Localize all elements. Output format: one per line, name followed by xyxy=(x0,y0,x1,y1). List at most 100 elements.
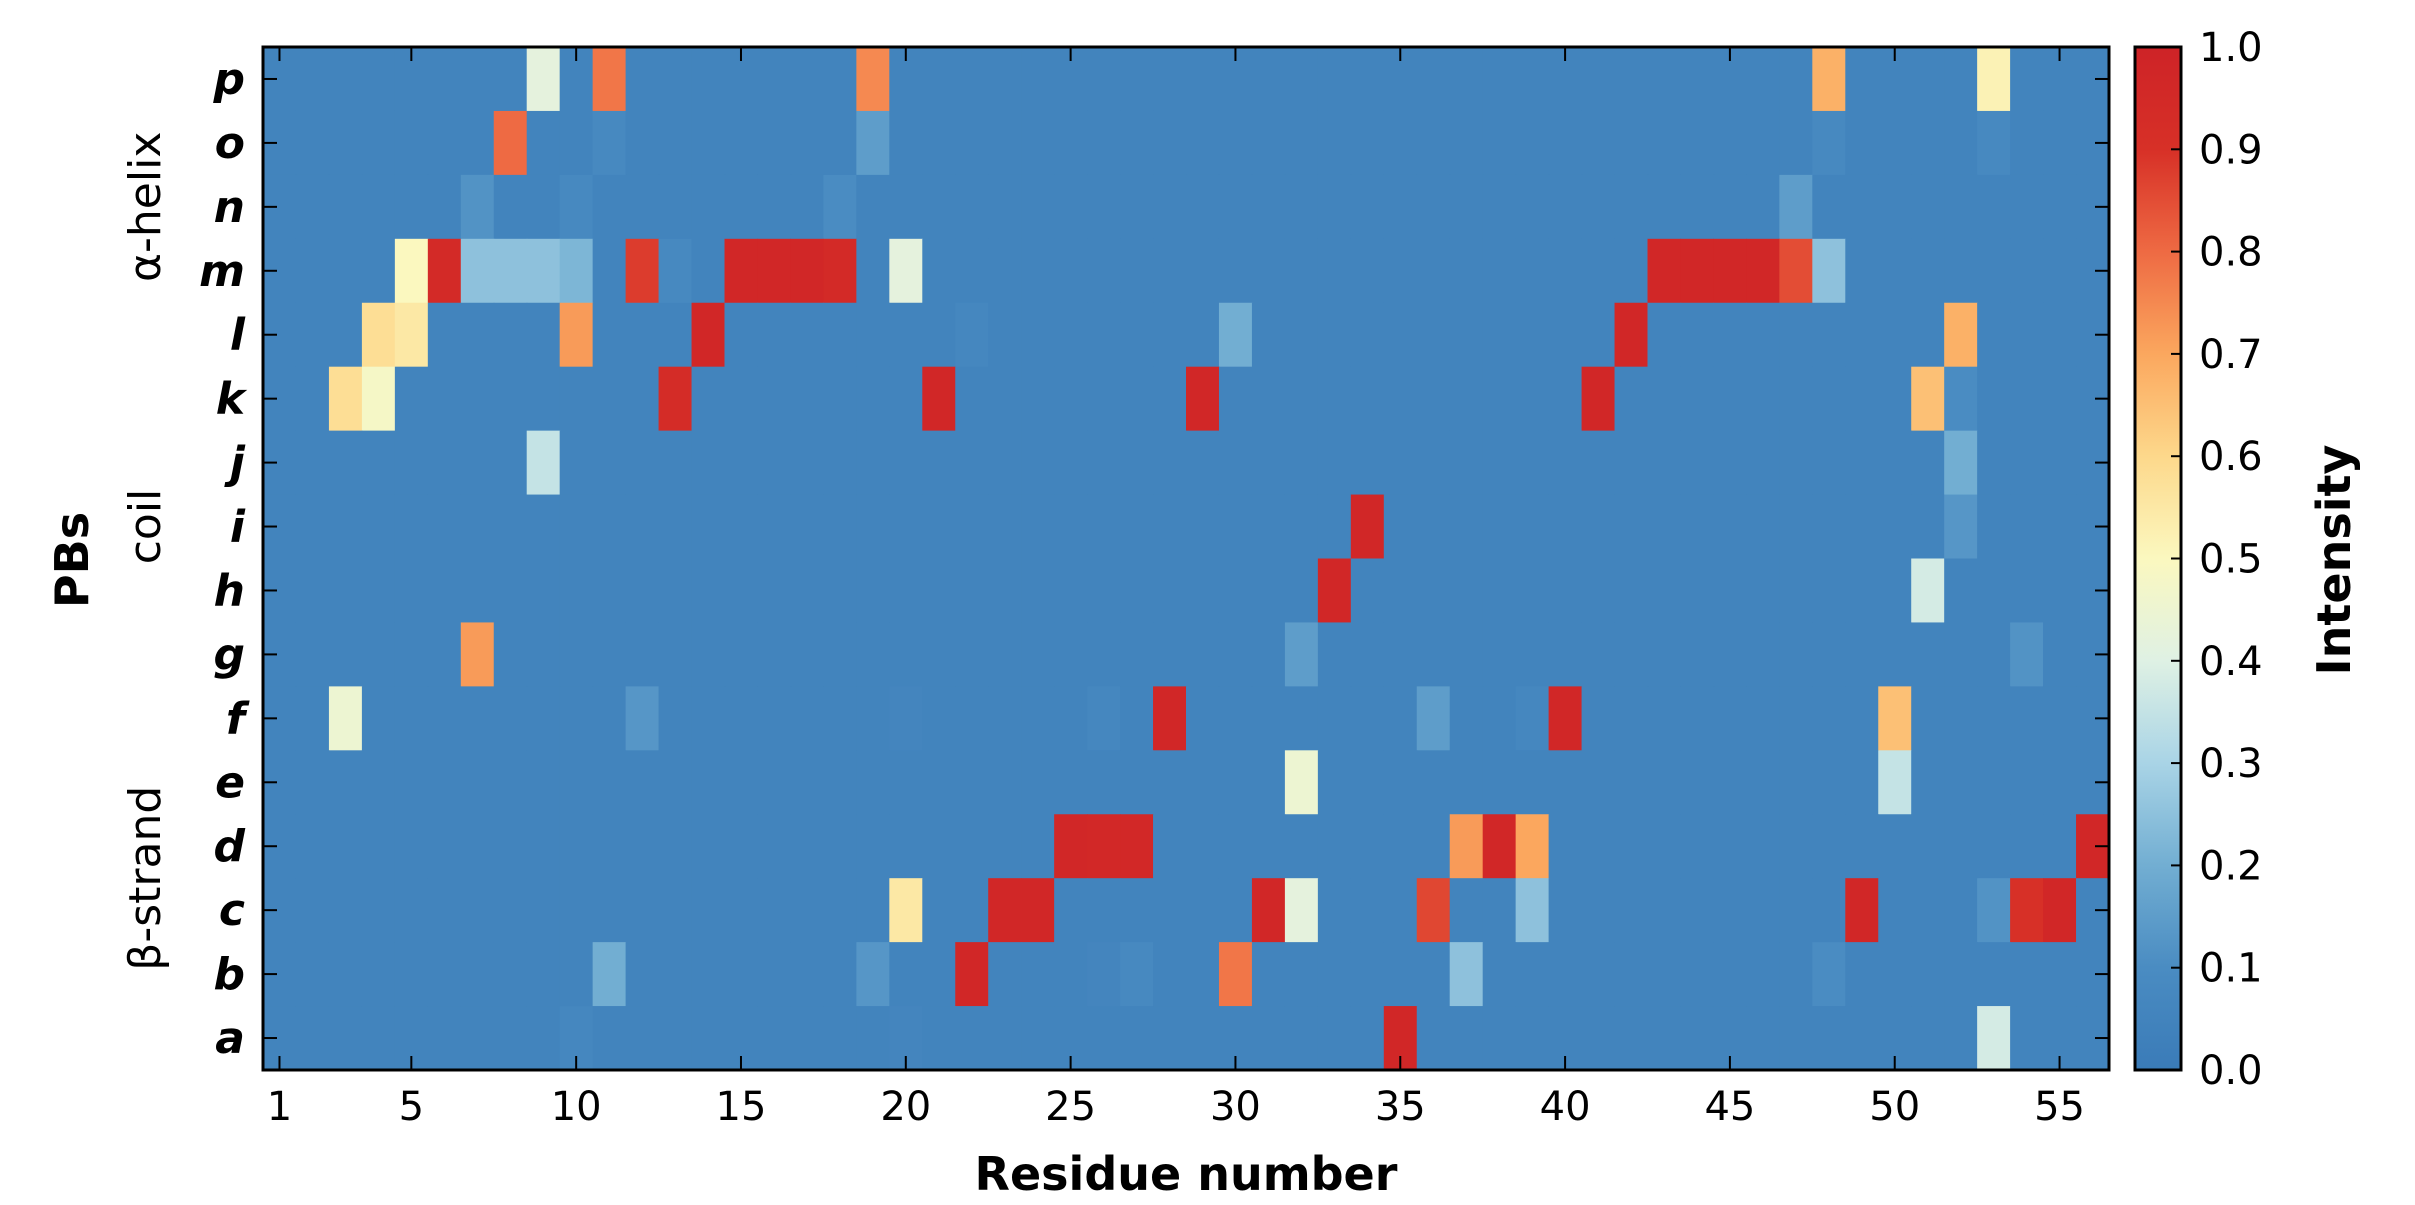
heatmap-cell xyxy=(1614,366,1649,432)
heatmap-cell xyxy=(757,47,792,112)
y-tick-label-c: c xyxy=(219,885,245,936)
heatmap-cell xyxy=(1614,1006,1649,1071)
heatmap-cell xyxy=(1416,942,1451,1007)
heatmap-cell xyxy=(1977,494,2011,560)
heatmap-cell xyxy=(592,366,627,432)
heatmap-cell xyxy=(856,302,890,368)
heatmap-cell xyxy=(295,622,330,687)
heatmap-cell xyxy=(691,110,726,176)
heatmap-cell xyxy=(988,942,1022,1007)
heatmap-cell xyxy=(1779,558,1813,624)
heatmap-cell xyxy=(1515,750,1550,815)
heatmap-cell xyxy=(1383,430,1418,496)
heatmap-cell xyxy=(592,494,627,560)
heatmap-cell xyxy=(2010,622,2044,687)
heatmap-cell xyxy=(1812,686,1846,751)
heatmap-cell xyxy=(427,430,462,496)
heatmap-cell xyxy=(691,430,726,496)
heatmap-cell xyxy=(361,942,396,1007)
heatmap-cell xyxy=(1153,942,1187,1007)
heatmap-cell xyxy=(1482,430,1517,496)
heatmap-cell xyxy=(1614,558,1649,624)
colorbar-tick-label: 0.2 xyxy=(2199,843,2263,889)
heatmap-cell xyxy=(1054,430,1088,496)
heatmap-cell xyxy=(2010,494,2044,560)
heatmap-cell xyxy=(1350,430,1385,496)
heatmap-cell xyxy=(295,366,330,432)
heatmap-cell xyxy=(1449,814,1484,879)
heatmap-cell xyxy=(526,366,561,432)
heatmap-cell xyxy=(1713,942,1747,1007)
heatmap-cell xyxy=(361,622,396,687)
heatmap-cell xyxy=(691,1006,726,1071)
heatmap-cell xyxy=(1713,750,1747,815)
heatmap-cell xyxy=(526,814,561,879)
heatmap-cell xyxy=(1977,686,2011,751)
heatmap-cell xyxy=(493,174,528,240)
heatmap-cell xyxy=(1944,494,1978,560)
y-tick-label-e: e xyxy=(215,757,245,808)
heatmap-cell xyxy=(922,47,956,112)
heatmap-cell xyxy=(625,302,660,368)
heatmap-cell xyxy=(328,686,363,751)
heatmap-cell xyxy=(823,430,857,496)
plot-frame xyxy=(261,45,2111,1072)
heatmap-cell xyxy=(1845,814,1879,879)
heatmap-cell xyxy=(1251,750,1286,815)
heatmap-cell xyxy=(856,494,890,560)
heatmap-cell xyxy=(1186,622,1220,687)
heatmap-cell xyxy=(2043,686,2077,751)
heatmap-cell xyxy=(1416,814,1451,879)
heatmap-cell xyxy=(1680,494,1715,560)
heatmap-cell xyxy=(1779,47,1813,112)
heatmap-cell xyxy=(1021,1006,1055,1071)
heatmap-cell xyxy=(823,302,857,368)
heatmap-cell xyxy=(955,110,989,176)
heatmap-cell xyxy=(559,750,594,815)
x-tick-label: 45 xyxy=(1704,1084,1755,1130)
heatmap-cell xyxy=(1746,750,1780,815)
heatmap-cell xyxy=(1746,174,1780,240)
heatmap-cell xyxy=(559,942,594,1007)
heatmap-cell xyxy=(856,430,890,496)
heatmap-cell xyxy=(2010,110,2044,176)
heatmap-cell xyxy=(1021,622,1055,687)
heatmap-cell xyxy=(1087,814,1121,879)
heatmap-cell xyxy=(1482,750,1517,815)
heatmap-cell xyxy=(955,302,989,368)
heatmap-cell xyxy=(1779,366,1813,432)
heatmap-cell xyxy=(724,174,759,240)
heatmap-cell xyxy=(1218,814,1253,879)
heatmap-cell xyxy=(955,238,989,304)
heatmap-cell xyxy=(1021,686,1055,751)
heatmap-cell xyxy=(1284,814,1319,879)
heatmap-cell xyxy=(1054,686,1088,751)
heatmap-cell xyxy=(1284,1006,1319,1071)
heatmap-cell xyxy=(427,302,462,368)
heatmap-cell xyxy=(1548,366,1583,432)
heatmap-cell xyxy=(1812,494,1846,560)
heatmap-cell xyxy=(922,622,956,687)
heatmap-cell xyxy=(1944,174,1978,240)
heatmap-cell xyxy=(1845,1006,1879,1071)
heatmap-cell xyxy=(1812,942,1846,1007)
heatmap-cell xyxy=(823,110,857,176)
heatmap-cell xyxy=(1350,238,1385,304)
heatmap-cell xyxy=(1845,622,1879,687)
heatmap-cell xyxy=(625,238,660,304)
heatmap-cell xyxy=(724,942,759,1007)
heatmap-cell xyxy=(625,750,660,815)
heatmap-cell xyxy=(526,494,561,560)
heatmap-cell xyxy=(493,366,528,432)
heatmap-cell xyxy=(1251,174,1286,240)
heatmap-cell xyxy=(1845,750,1879,815)
heatmap-cell xyxy=(922,814,956,879)
heatmap-cell xyxy=(1087,750,1121,815)
heatmap-cell xyxy=(889,174,923,240)
heatmap-cell xyxy=(1548,942,1583,1007)
heatmap-cell xyxy=(1087,622,1121,687)
heatmap-cell xyxy=(1416,686,1451,751)
heatmap-cell xyxy=(856,366,890,432)
heatmap-cell xyxy=(1878,686,1912,751)
heatmap-cell xyxy=(328,558,363,624)
